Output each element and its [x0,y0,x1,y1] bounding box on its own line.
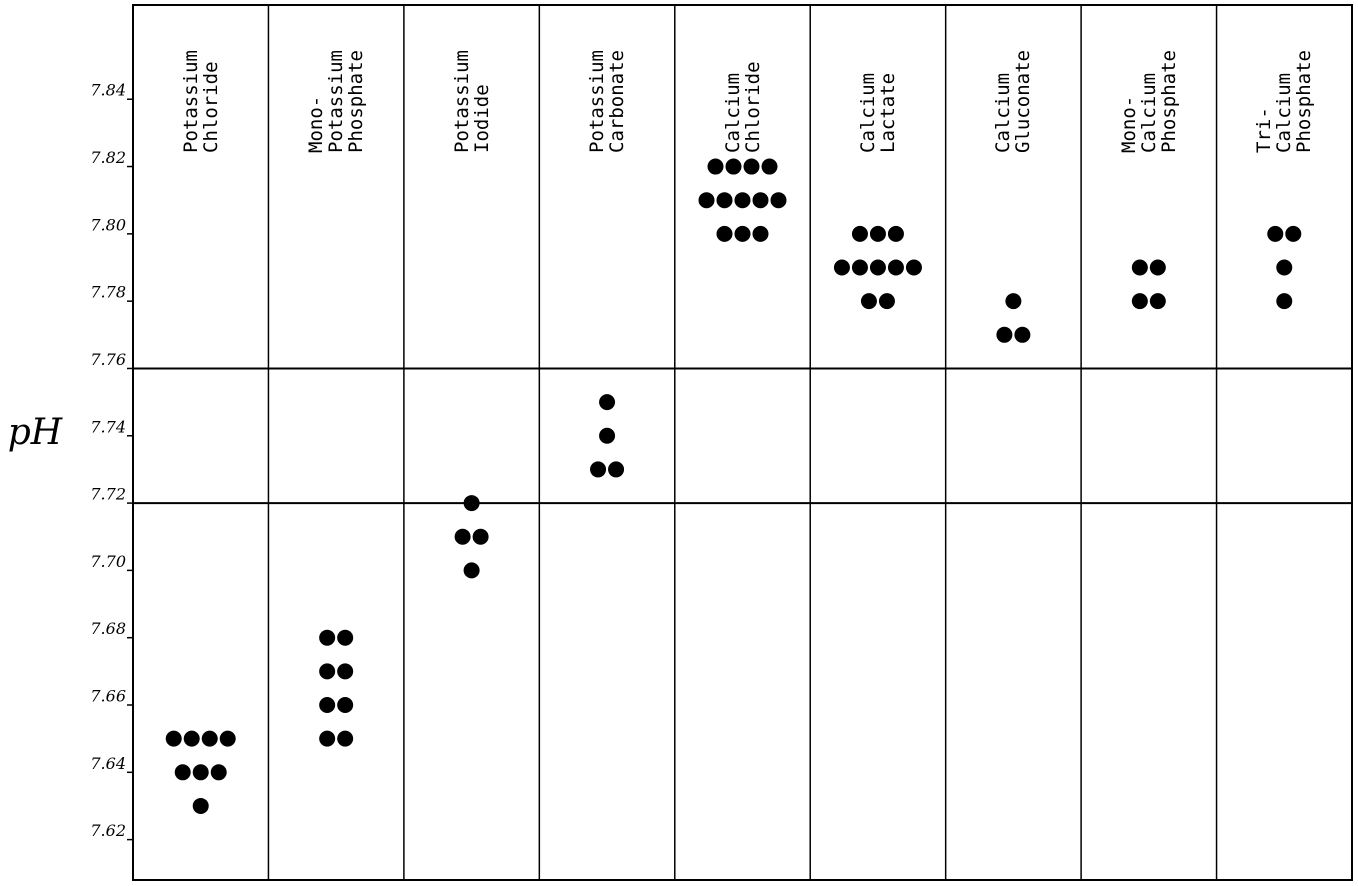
dot [319,663,336,680]
dot [599,394,616,411]
dot [210,764,227,781]
dot [851,225,868,242]
category-label: Potassium Carbonate [586,50,629,153]
frame [132,4,1353,881]
y-tick-label: 7.78 [90,283,126,302]
y-tick-label: 7.74 [90,417,126,436]
dot [590,461,607,478]
dot [174,764,191,781]
dot [752,192,769,209]
dot [1276,293,1293,310]
dot [833,259,850,276]
dot [201,730,218,747]
dot [1131,259,1148,276]
dot [869,225,886,242]
dot [698,192,715,209]
dot [860,293,877,310]
dot [996,326,1013,343]
y-tick-label: 7.66 [90,687,126,706]
dot [1276,259,1293,276]
dot [707,158,724,175]
category-label: Tri- Calcium Phosphate [1253,50,1316,153]
y-tick-label: 7.80 [90,215,126,234]
dot [1285,225,1302,242]
dot [472,528,489,545]
dot [752,225,769,242]
y-axis-label: pH [8,412,63,453]
dot [743,158,760,175]
category-label: Calcium Gluconate [992,50,1035,153]
category-label: Mono- Calcium Phosphate [1117,50,1180,153]
dot [1014,326,1031,343]
dot [337,663,354,680]
dot [716,225,733,242]
dot [599,427,616,444]
dot [905,259,922,276]
y-tick-label: 7.62 [90,821,126,840]
dot [878,293,895,310]
dot [761,158,778,175]
dot [716,192,733,209]
category-label: Calcium Chloride [721,61,764,153]
dot [319,730,336,747]
dot [165,730,182,747]
dot [319,629,336,646]
dot [887,225,904,242]
dot [337,629,354,646]
dot [1131,293,1148,310]
dot [734,192,751,209]
dot [869,259,886,276]
y-tick-label: 7.72 [90,485,126,504]
dot [463,495,480,512]
dot [1267,225,1284,242]
dot [1149,293,1166,310]
dot [851,259,868,276]
dot [1149,259,1166,276]
dot [734,225,751,242]
y-tick-label: 7.64 [90,754,126,773]
dot [192,764,209,781]
y-tick-label: 7.82 [90,148,126,167]
dot [887,259,904,276]
dot [337,730,354,747]
y-tick-label: 7.84 [90,81,126,100]
category-label: Potassium Iodide [450,50,493,153]
dot [219,730,236,747]
category-label: Mono- Potassium Phosphate [305,50,368,153]
dot [319,697,336,713]
category-label: Potassium Chloride [179,50,222,153]
y-tick-label: 7.76 [90,350,126,369]
y-tick-label: 7.68 [90,619,126,638]
dot [183,730,200,747]
dot [1005,293,1022,310]
y-tick-label: 7.70 [90,552,126,571]
dot [770,192,787,209]
dot [337,697,354,713]
dot [608,461,625,478]
category-label: Calcium Lactate [856,72,899,153]
dot [463,562,480,579]
dot [192,797,209,814]
dot [725,158,742,175]
dot [454,528,471,545]
